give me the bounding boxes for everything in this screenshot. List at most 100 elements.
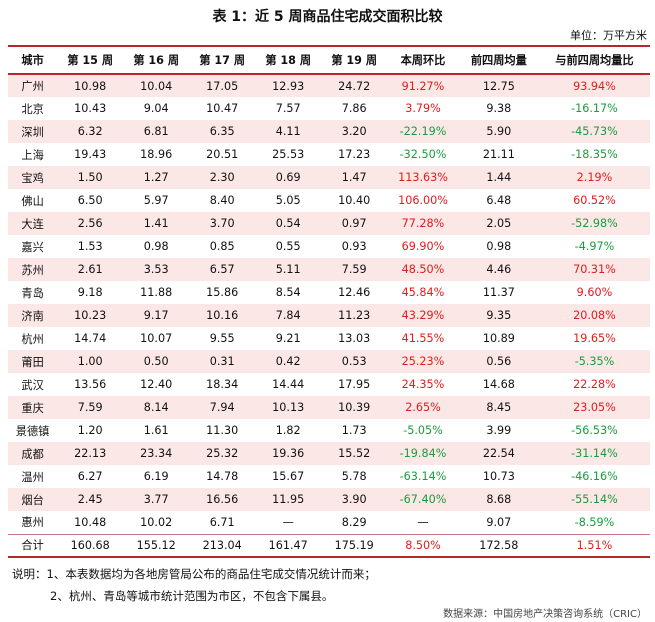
value-cell: 1.47 [341,171,367,184]
value-cell: 160.68 [57,533,124,558]
value-cell: 91.27% [401,79,445,93]
value-cell: 9.04 [143,102,169,115]
value-cell: 1.41 [143,217,169,230]
header-vs-four-week-avg: 与前四周均量比 [538,45,650,75]
value-cell: 6.32 [77,125,103,138]
value-cell: 9.35 [486,309,512,322]
value-cell: 20.08% [573,309,616,322]
value-cell: -45.73% [571,125,618,138]
value-cell: 1.44 [486,171,512,184]
value-cell: 0.53 [341,355,367,368]
value-cell: 5.11 [275,263,301,276]
table-row: 成都 22.13 23.34 25.32 19.36 15.52 -19.84% 22.54 -… [8,442,650,465]
table-row: 广州 10.98 10.04 17.05 12.93 24.72 91.27% 12.75 93… [8,74,650,97]
value-cell: 113.63% [398,171,448,184]
value-cell: 18.96 [140,148,173,161]
value-cell: 11.30 [206,424,239,437]
value-cell: 17.95 [338,378,371,391]
value-cell: 3.79% [405,102,441,115]
value-cell: 1.27 [143,171,169,184]
value-cell: 2.45 [77,493,103,506]
header-week-15: 第 15 周 [57,45,124,75]
value-cell: 18.34 [206,378,239,391]
value-cell: 10.13 [272,401,305,414]
value-cell: 8.68 [486,493,512,506]
value-cell: 3.20 [341,125,367,138]
value-cell: 1.61 [143,424,169,437]
value-cell: 9.17 [143,309,169,322]
city-cell: 温州 [21,470,44,484]
value-cell: 0.69 [275,171,301,184]
value-cell: 0.98 [143,240,169,253]
value-cell: -4.97% [574,240,615,253]
value-cell: 1.82 [275,424,301,437]
city-cell: 合计 [8,533,58,558]
value-cell: 15.86 [206,286,239,299]
table-row: 嘉兴 1.53 0.98 0.85 0.55 0.93 69.90% 0.98 -4.97% [8,235,650,258]
value-cell: 69.90% [401,240,445,253]
value-cell: 3.90 [341,493,367,506]
value-cell: 8.29 [341,515,367,529]
city-cell: 济南 [21,309,44,323]
value-cell: 41.55% [401,332,445,345]
value-cell: 25.23% [401,355,445,368]
value-cell: -5.35% [574,355,615,368]
value-cell: 0.50 [143,355,169,368]
value-cell: 9.60% [576,286,613,299]
value-cell: -52.98% [571,217,618,230]
value-cell: 60.52% [573,194,616,207]
value-cell: 22.13 [74,447,107,460]
value-cell: 1.20 [77,424,103,437]
header-week-16: 第 16 周 [123,45,190,75]
value-cell: -5.05% [403,424,443,437]
value-cell: 13.03 [338,332,371,345]
value-cell: 17.23 [338,148,371,161]
value-cell: 22.54 [482,447,515,460]
value-cell: 11.23 [338,309,371,322]
table-row: 杭州 14.74 10.07 9.55 9.21 13.03 41.55% 10.89 19.6… [8,327,650,350]
value-cell: 8.54 [275,286,301,299]
header-four-week-avg: 前四周均量 [458,45,539,75]
value-cell: 15.52 [338,447,371,460]
value-cell: -56.53% [571,424,618,437]
note-2: 2、杭州、青岛等城市统计范围为市区，不包含下属县。 [50,589,334,603]
header-wow-change: 本周环比 [387,45,459,75]
city-cell: 惠州 [21,516,44,530]
value-cell: 12.75 [482,79,515,93]
value-cell: 19.43 [74,148,107,161]
city-cell: 广州 [21,80,44,93]
value-cell: 0.42 [275,355,301,368]
value-cell: 6.27 [77,470,103,483]
value-cell: 3.77 [143,493,169,506]
value-cell: 6.81 [143,125,169,138]
value-cell: 1.53 [77,240,103,253]
value-cell: -32.50% [399,148,447,161]
value-cell: 8.40 [209,194,235,207]
value-cell: 10.04 [140,79,173,93]
value-cell: 19.36 [272,447,305,460]
value-cell: 13.56 [74,378,107,391]
city-cell: 武汉 [21,378,44,392]
city-cell: 宝鸡 [21,171,44,185]
header-week-19: 第 19 周 [321,45,388,75]
header-city: 城市 [8,45,58,75]
value-cell: 9.07 [486,515,512,529]
value-cell: 1.51% [538,533,650,558]
data-source: 数据来源：中国房地产决策咨询系统（CRIC） [443,609,647,620]
city-cell: 青岛 [21,286,44,300]
value-cell: 25.53 [272,148,305,161]
city-cell: 烟台 [21,493,44,507]
value-cell: -46.16% [571,470,618,483]
value-cell: -67.40% [399,493,447,506]
value-cell: 10.98 [74,79,107,93]
table-row: 惠州 10.48 10.02 6.71 — 8.29 — 9.07 -8.59% [8,511,650,534]
table-row: 北京 10.43 9.04 10.47 7.57 7.86 3.79% 9.38 -16.17% [8,97,650,120]
value-cell: 6.57 [209,263,235,276]
value-cell: 175.19 [321,533,388,558]
city-cell: 成都 [21,447,44,461]
table-row: 温州 6.27 6.19 14.78 15.67 5.78 -63.14% 10.73 -46.… [8,465,650,488]
table-row: 青岛 9.18 11.88 15.86 8.54 12.46 45.84% 11.37 9.60… [8,281,650,304]
table-row: 合计 160.68 155.12 213.04 161.47 175.19 8.50% 172… [8,533,650,558]
value-cell: 24.35% [401,378,445,391]
table-row: 苏州 2.61 3.53 6.57 5.11 7.59 48.50% 4.46 70.31% [8,258,650,281]
